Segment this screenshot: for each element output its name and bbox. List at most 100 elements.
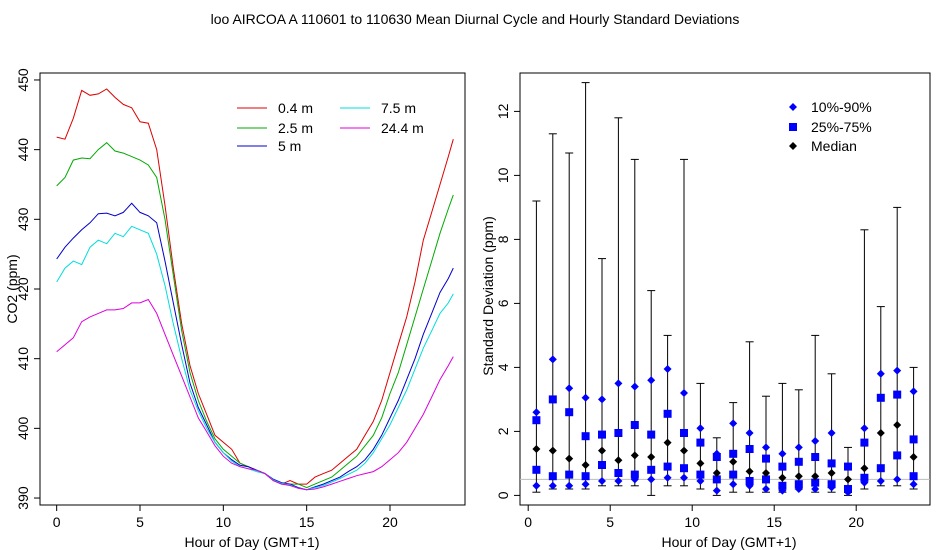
legend-label: 10%-90% xyxy=(811,99,872,115)
right-marks xyxy=(520,82,930,497)
p25-marker xyxy=(778,481,787,490)
median-marker xyxy=(827,469,836,477)
p25-marker xyxy=(827,480,836,489)
median-marker xyxy=(548,446,557,455)
p90-marker xyxy=(893,366,902,375)
series-line-7-5-m xyxy=(56,225,454,491)
median-marker xyxy=(745,467,754,476)
right-y-tick-label: 6 xyxy=(495,299,511,307)
p10-marker xyxy=(712,486,721,495)
median-marker xyxy=(614,456,623,465)
p90-marker xyxy=(598,395,606,404)
p25-marker xyxy=(745,477,754,485)
p10-marker xyxy=(532,481,541,490)
p10-marker xyxy=(729,480,738,489)
median-marker xyxy=(909,453,918,461)
legend-diamond-marker xyxy=(789,142,797,150)
p10-marker xyxy=(598,477,606,485)
p25-marker xyxy=(663,462,672,471)
median-marker xyxy=(876,429,885,437)
median-marker xyxy=(860,464,869,473)
median-marker xyxy=(647,453,656,461)
left-x-tick-label: 15 xyxy=(299,514,315,530)
p10-marker xyxy=(548,481,557,490)
right-y-tick-label: 2 xyxy=(495,427,511,435)
legend-label: 25%-75% xyxy=(811,119,872,135)
p25-marker xyxy=(630,470,639,479)
p75-marker xyxy=(860,438,869,447)
left-series-lines xyxy=(56,88,454,491)
p75-marker xyxy=(532,416,541,425)
p90-marker xyxy=(680,389,688,397)
p25-marker xyxy=(614,469,623,477)
series-line-5-m xyxy=(56,202,454,491)
p90-marker xyxy=(647,376,656,385)
p10-marker xyxy=(762,485,770,493)
p75-marker xyxy=(712,453,721,461)
p10-marker xyxy=(647,475,656,484)
left-y-tick-label: 450 xyxy=(15,68,31,92)
right-y-tick-label: 8 xyxy=(495,235,511,243)
median-marker xyxy=(729,457,738,466)
median-marker xyxy=(844,475,852,484)
p25-marker xyxy=(729,470,738,479)
p90-marker xyxy=(630,382,639,391)
p25-marker xyxy=(680,464,688,473)
right-y-tick-label: 4 xyxy=(495,363,511,371)
p25-marker xyxy=(548,472,557,481)
p25-marker xyxy=(909,472,918,481)
legend-label: 5 m xyxy=(278,138,301,154)
p75-marker xyxy=(811,453,820,461)
legend-diamond-marker xyxy=(789,103,797,111)
p90-marker xyxy=(696,424,705,433)
right-ylabel: Standard Deviation (ppm) xyxy=(480,216,496,376)
p25-marker xyxy=(647,465,656,474)
p75-marker xyxy=(844,462,852,471)
p90-marker xyxy=(827,429,836,437)
p25-marker xyxy=(712,475,721,484)
right-legend: 10%-90% 25%-75% Median xyxy=(789,99,872,154)
series-line-24-4-m xyxy=(56,298,454,491)
median-marker xyxy=(712,469,721,477)
left-xlabel: Hour of Day (GMT+1) xyxy=(185,534,320,550)
p10-marker xyxy=(663,473,672,482)
series-line-2-5-m xyxy=(56,142,454,489)
p75-marker xyxy=(663,409,672,418)
p75-marker xyxy=(630,421,639,429)
p25-marker xyxy=(860,473,869,482)
right-x-tick-label: 10 xyxy=(684,514,700,530)
p25-marker xyxy=(581,472,590,481)
legend-label: 7.5 m xyxy=(381,100,416,116)
p10-marker xyxy=(696,477,705,485)
p25-marker xyxy=(794,480,803,489)
p90-marker xyxy=(778,449,787,458)
p75-marker xyxy=(696,438,705,447)
legend-square-marker xyxy=(789,123,797,131)
median-marker xyxy=(794,472,803,481)
p10-marker xyxy=(909,480,918,489)
p25-marker xyxy=(876,464,885,473)
p10-marker xyxy=(565,481,574,490)
p75-marker xyxy=(581,432,590,441)
p75-marker xyxy=(893,390,902,399)
p10-marker xyxy=(614,477,623,485)
p75-marker xyxy=(614,429,623,437)
p10-marker xyxy=(581,480,590,489)
median-marker xyxy=(565,454,574,463)
left-y-tick-label: 440 xyxy=(15,138,31,162)
median-marker xyxy=(630,451,639,460)
p90-marker xyxy=(876,369,885,378)
right-chart-standard-deviations: 0 5 10 15 20 0 2 4 6 8 10 12 10%-90% 25%-75% Median H… xyxy=(480,72,931,550)
left-ylabel: CO2 (ppm) xyxy=(4,254,20,323)
legend-label: 2.5 m xyxy=(278,120,313,136)
p75-marker xyxy=(647,430,656,439)
p90-marker xyxy=(548,355,557,364)
left-x-tick-label: 0 xyxy=(53,514,61,530)
left-y-tick-label: 430 xyxy=(15,207,31,231)
p75-marker xyxy=(598,430,606,439)
p90-marker xyxy=(811,437,820,445)
p90-marker xyxy=(860,424,869,433)
median-marker xyxy=(680,446,688,455)
p90-marker xyxy=(614,379,623,388)
